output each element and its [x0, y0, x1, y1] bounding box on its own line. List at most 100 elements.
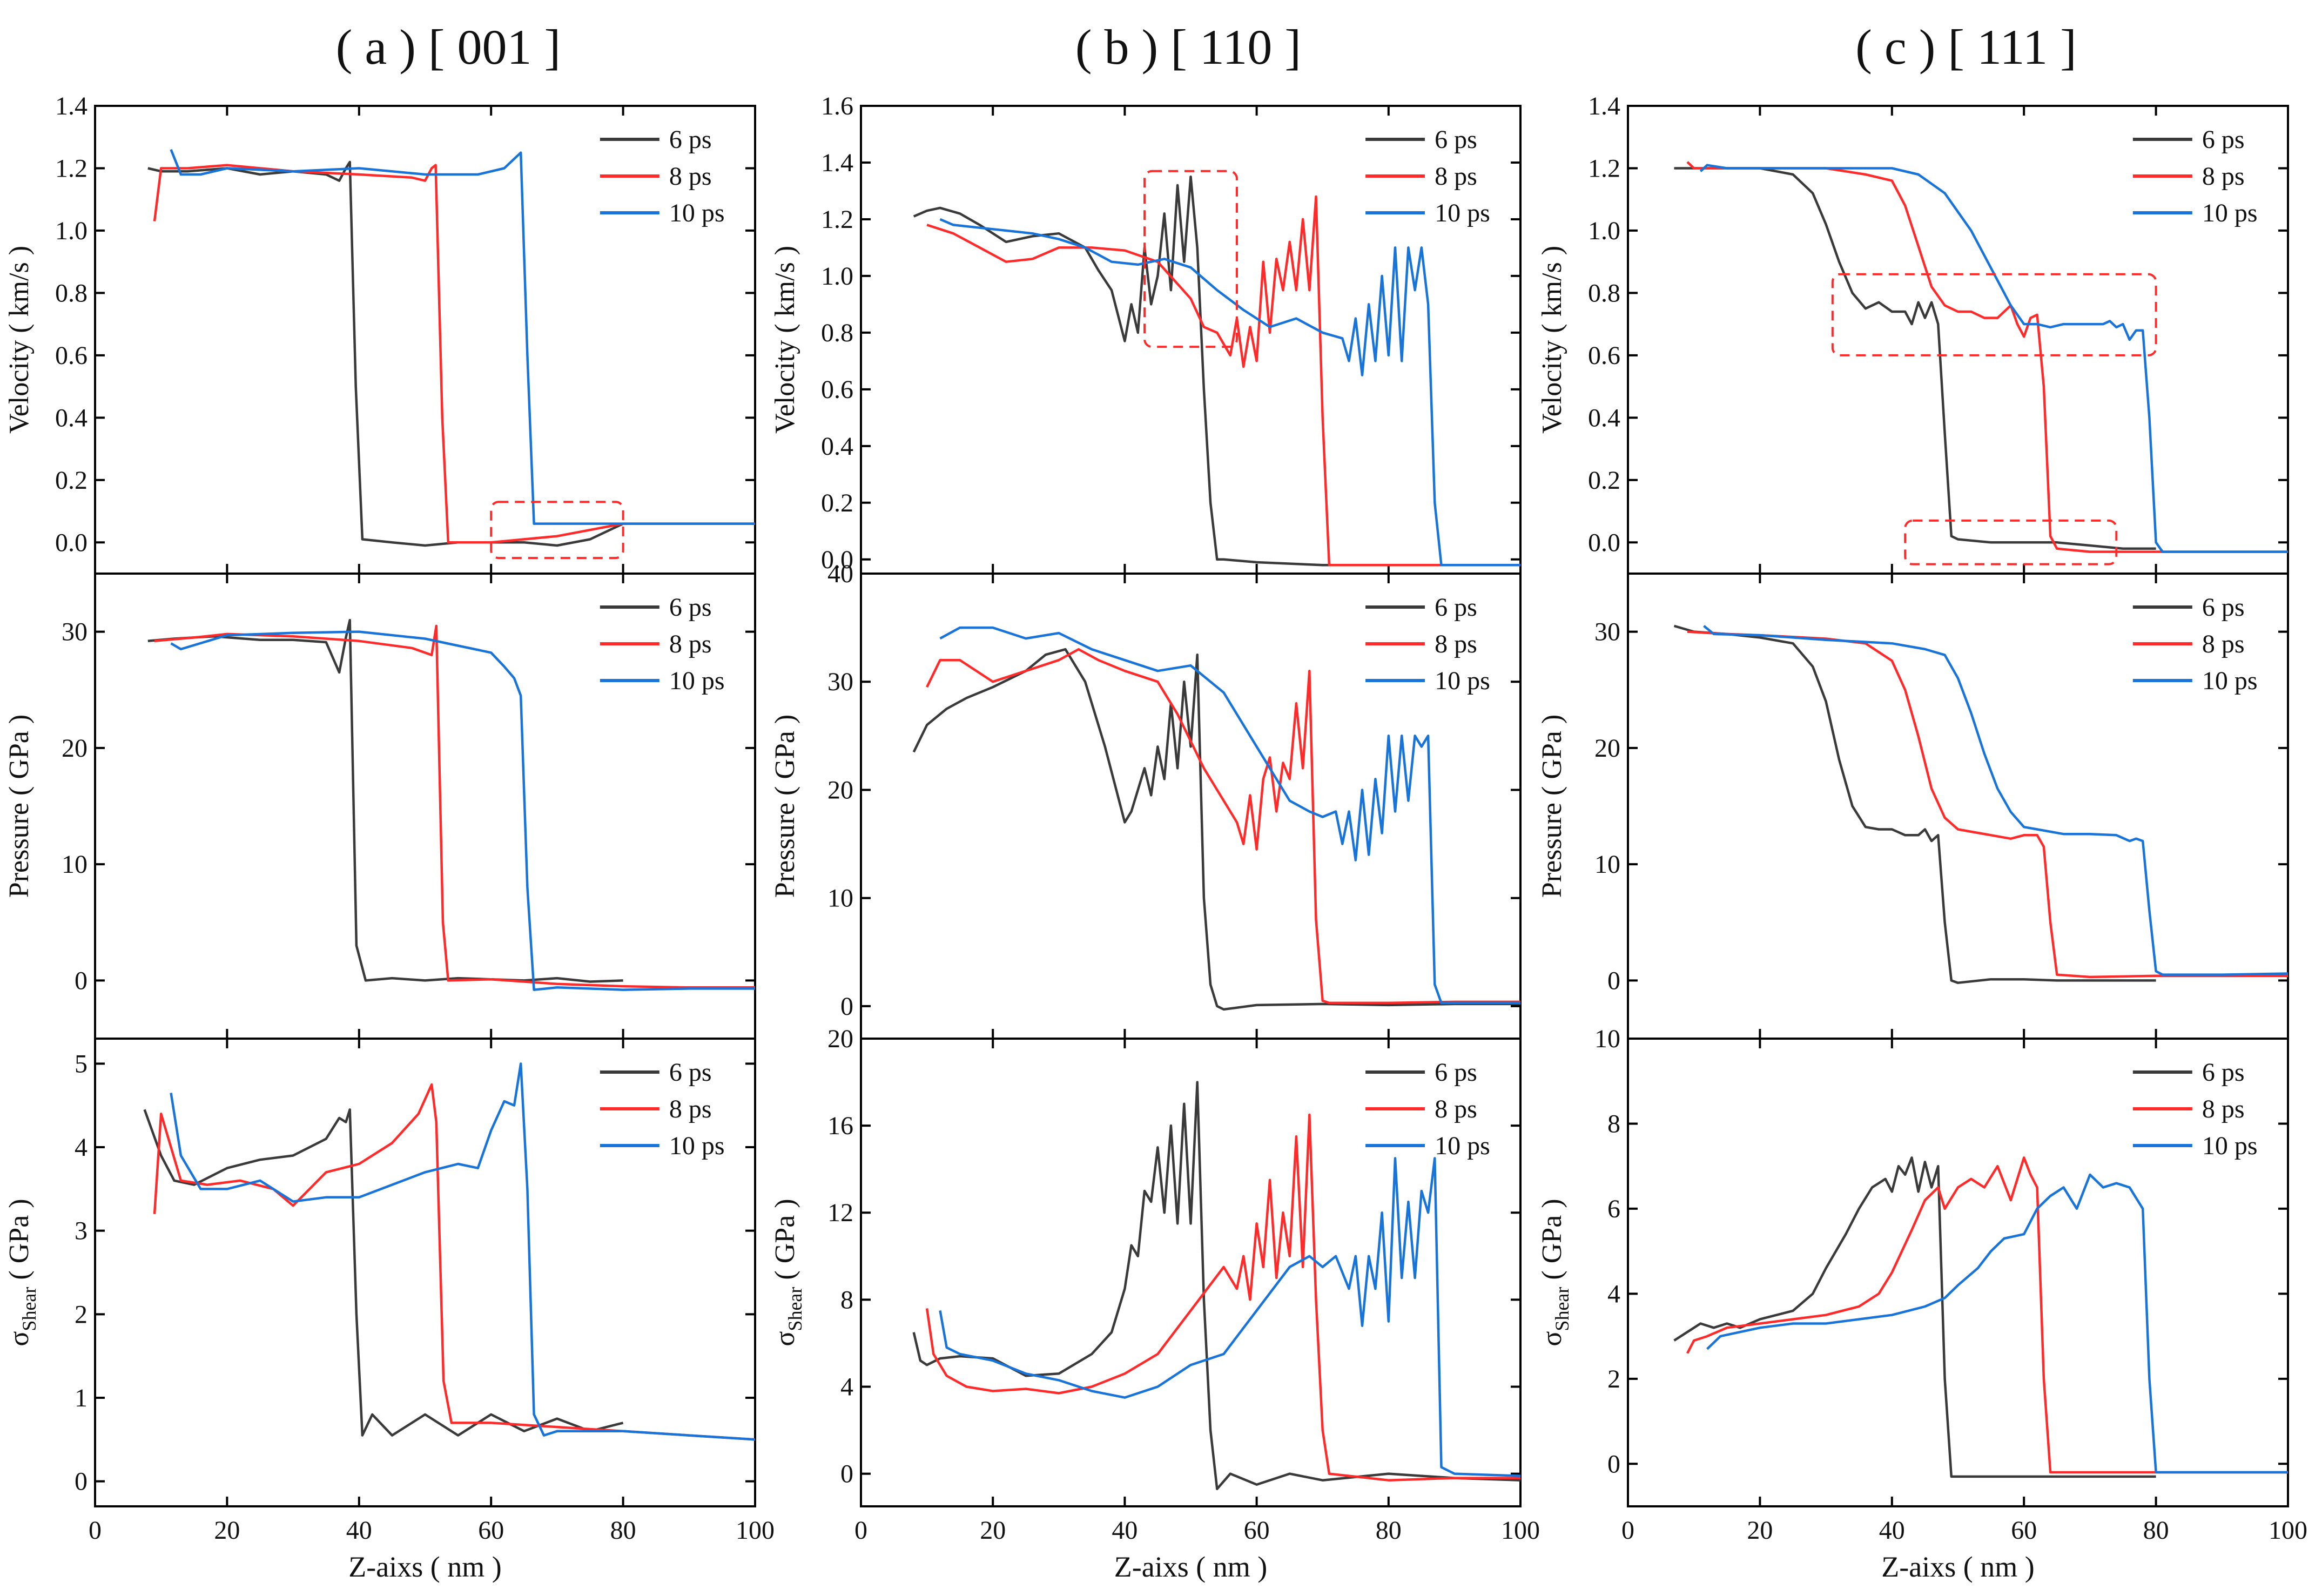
x-axis-label: Z-aixs ( nm ): [1114, 1551, 1267, 1583]
y-tick-label: 5: [75, 1049, 88, 1078]
y-tick-label: 20: [827, 776, 853, 804]
series-group: [1674, 161, 2288, 553]
x-tick-label: 80: [2143, 1516, 2169, 1545]
y-tick-label: 0: [1607, 1450, 1620, 1478]
y-tick-label: 0: [840, 1460, 853, 1489]
x-tick-label: 40: [346, 1516, 372, 1545]
y-tick-label: 0.2: [821, 489, 853, 517]
legend-label: 6 ps: [2202, 125, 2245, 154]
y-axis-label: Pressure ( GPa ): [1537, 715, 1567, 898]
y-tick-label: 10: [1594, 850, 1620, 879]
pressure-plot: 0 10 20 30 Pressure ( GPa ) 6 ps 8 ps 10 ps: [1537, 573, 2289, 1040]
series-group: [147, 149, 755, 547]
series-line-8ps: [925, 1113, 1520, 1481]
y-axis-label-subscript: Shear: [1551, 1287, 1573, 1331]
legend-label: 10 ps: [669, 666, 725, 695]
annotation-box: [1143, 170, 1238, 348]
y-tick-label: 2: [1607, 1365, 1620, 1393]
legend-label: 8 ps: [669, 630, 712, 658]
panel-title: ( b ) [ 110 ]: [1075, 19, 1301, 75]
panel-column-2: ( b ) [ 110 ] 0.0 0.2 0.4 0.6 0.8 1.0 1.2 1.4 1.6…: [770, 19, 1540, 1583]
series-line-10ps: [939, 626, 1520, 1005]
y-axis-label-unit: ( GPa ): [1537, 1198, 1567, 1287]
y-axis-label: Velocity ( km/s ): [770, 246, 800, 434]
y-tick-label: 1.6: [821, 92, 853, 120]
series-line-8ps: [1686, 1156, 2288, 1474]
velocity-plot: 0.0 0.2 0.4 0.6 0.8 1.0 1.2 1.4 1.6 Velocity ( km…: [770, 92, 1522, 575]
series-line-10ps: [1706, 1173, 2288, 1474]
series-line-10ps: [170, 1062, 755, 1441]
y-tick-label: 3: [75, 1217, 88, 1245]
x-axis-label: Z-aixs ( nm ): [1881, 1551, 2034, 1583]
series-line-8ps: [926, 648, 1520, 1005]
legend-label: 6 ps: [1435, 125, 1477, 154]
annotation-box: [1831, 273, 2157, 356]
y-tick-label: 1.4: [821, 149, 853, 177]
x-tick-label: 0: [1621, 1516, 1634, 1545]
y-tick-label: 4: [75, 1133, 88, 1162]
y-tick-label: 0.4: [55, 403, 88, 432]
y-tick-label: 0.8: [821, 319, 853, 347]
x-tick-label: 60: [1244, 1516, 1270, 1545]
y-tick-label: 0: [75, 966, 88, 995]
y-tick-label: 6: [1607, 1195, 1620, 1223]
plot-frame: [94, 1038, 756, 1507]
series-line-6ps: [1673, 624, 2156, 984]
y-tick-label: 16: [827, 1112, 853, 1140]
x-tick-label: 0: [89, 1516, 102, 1545]
y-axis-label: Velocity ( km/s ): [4, 246, 35, 434]
y-axis-label-symbol: σ: [1537, 1331, 1567, 1346]
series-line-6ps: [147, 160, 624, 547]
series-line-10ps: [939, 218, 1520, 567]
y-tick-label: 0.8: [55, 279, 88, 307]
series-line-6ps: [912, 1081, 1520, 1491]
legend-label: 8 ps: [1435, 630, 1477, 658]
y-tick-label: 1.2: [821, 205, 853, 234]
series-line-6ps: [1674, 167, 2156, 550]
series-line-10ps: [1703, 625, 2288, 976]
series-group: [913, 175, 1520, 567]
x-tick-label: 60: [2011, 1516, 2037, 1545]
y-tick-label: 1.0: [55, 217, 88, 245]
series-group: [143, 1062, 755, 1441]
legend-label: 10 ps: [2202, 199, 2258, 227]
series-line-6ps: [143, 1108, 624, 1437]
legend-label: 10 ps: [2202, 666, 2258, 695]
x-tick-label: 20: [1747, 1516, 1773, 1545]
y-tick-label: 4: [1607, 1280, 1620, 1308]
x-tick-label: 40: [1112, 1516, 1138, 1545]
pressure-plot: 0 10 20 30 Pressure ( GPa ) 6 ps 8 ps 10 ps: [4, 573, 756, 1040]
x-tick-label: 40: [1879, 1516, 1905, 1545]
series-line-10ps: [939, 1157, 1520, 1477]
y-tick-label: 1.2: [55, 154, 88, 183]
y-axis-label: σShear ( GPa ): [4, 1198, 40, 1346]
y-tick-label: 1: [75, 1384, 88, 1412]
legend-label: 6 ps: [669, 1058, 712, 1087]
series-line-6ps: [913, 175, 1520, 567]
y-tick-label: 0.0: [1588, 528, 1620, 557]
legend-label: 10 ps: [1435, 666, 1490, 695]
y-tick-label: 10: [827, 884, 853, 913]
series-line-10ps: [1699, 164, 2288, 553]
series-line-8ps: [1687, 630, 2288, 979]
legend-label: 8 ps: [2202, 630, 2245, 658]
y-axis-label-subscript: Shear: [784, 1287, 806, 1331]
y-tick-label: 1.2: [1588, 154, 1620, 183]
y-tick-label: 0: [75, 1467, 88, 1496]
y-axis-label: σShear ( GPa ): [770, 1198, 806, 1346]
y-tick-label: 1.4: [55, 92, 88, 120]
legend-label: 10 ps: [1435, 199, 1490, 227]
series-group: [1673, 624, 2288, 984]
series-group: [912, 1081, 1520, 1491]
series-group: [147, 618, 755, 991]
y-tick-label: 12: [827, 1198, 853, 1227]
x-tick-label: 100: [736, 1516, 775, 1545]
y-tick-label: 30: [827, 668, 853, 696]
legend-label: 6 ps: [1435, 1058, 1477, 1087]
legend-label: 8 ps: [1435, 162, 1477, 191]
y-tick-label: 0.6: [55, 341, 88, 370]
y-tick-label: 20: [62, 734, 88, 763]
y-axis-label: Pressure ( GPa ): [770, 715, 800, 898]
series-line-8ps: [1686, 161, 2288, 553]
